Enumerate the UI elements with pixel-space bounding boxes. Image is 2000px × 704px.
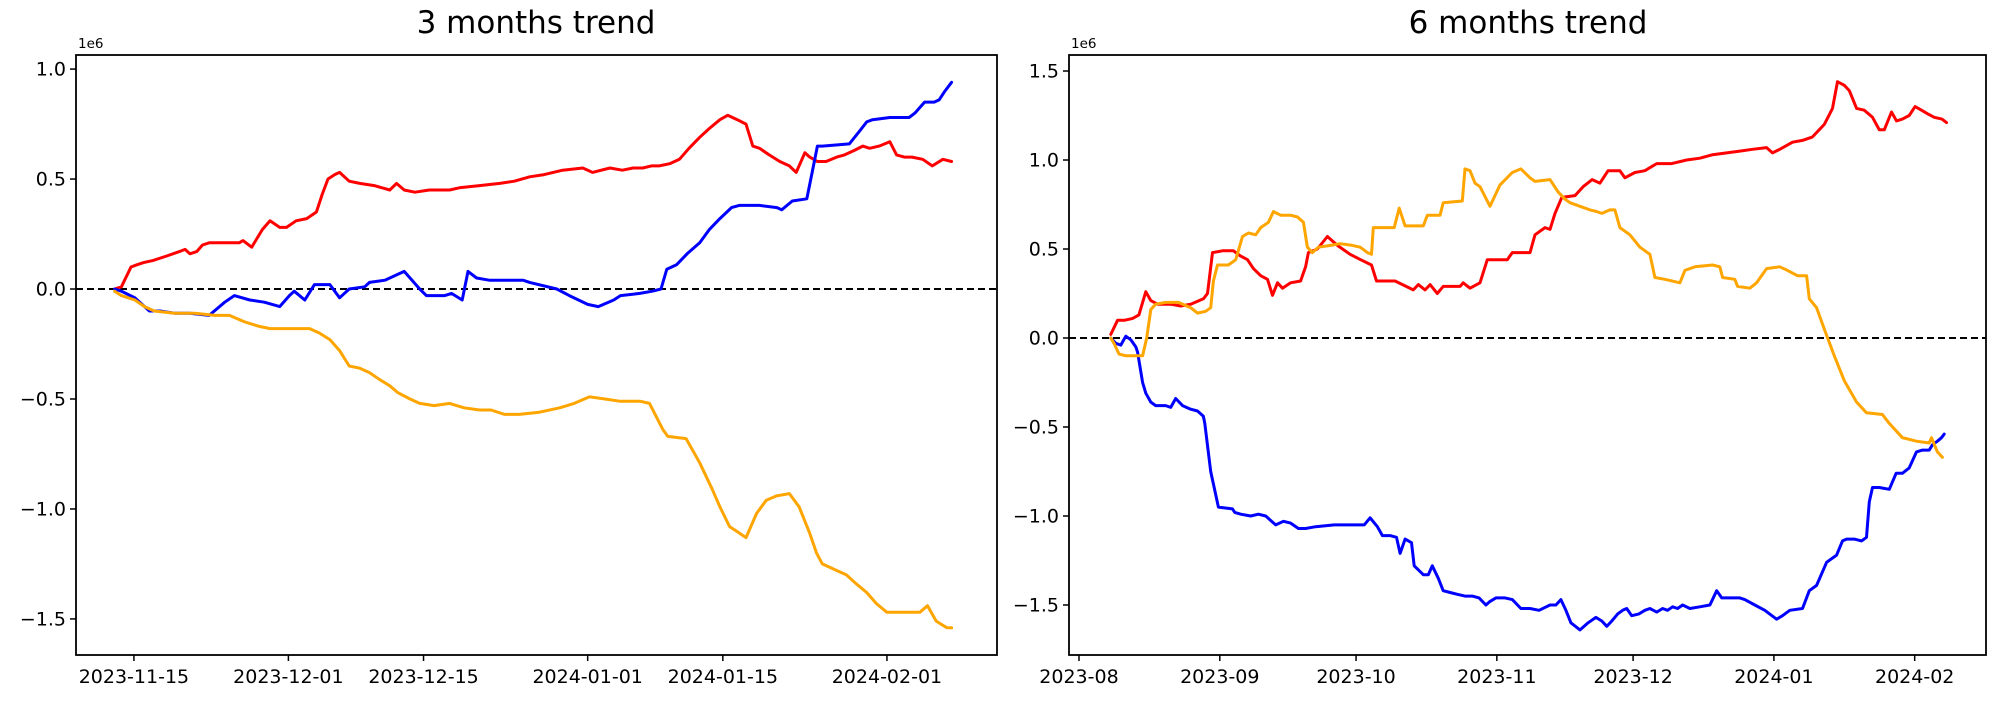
x-tick-label: 2023-08	[1039, 666, 1118, 688]
y-axis-offset-label: 1e6	[78, 36, 103, 52]
x-tick-label: 2024-01	[1734, 666, 1813, 688]
series-line-blue	[1109, 334, 1946, 632]
x-tick-label: 2023-12	[1593, 666, 1672, 688]
y-tick-label: −1.0	[20, 498, 66, 520]
x-tick-label: 2024-01-01	[532, 666, 642, 688]
chart-title-6-months: 6 months trend	[1408, 5, 1648, 41]
y-tick-label: −1.0	[1013, 505, 1059, 527]
y-tick-label: −0.5	[1013, 416, 1059, 438]
x-tick-label: 2024-02	[1875, 666, 1954, 688]
chart-3m: 2023-11-15 2023-12-01 2023-12-15 2024-01-01…	[20, 36, 998, 688]
chart-6m: 2023-08 2023-09 2023-10 2023-11 2023-12 2024-…	[1013, 36, 1987, 688]
chart-title-3-months: 3 months trend	[416, 5, 656, 41]
x-tick-label: 2024-01-15	[668, 666, 778, 688]
y-tick-label: 0.0	[1029, 328, 1059, 350]
y-tick-label: 1.0	[1029, 150, 1059, 172]
y-tick-label: 0.0	[36, 279, 66, 301]
x-tick-label: 2023-11	[1457, 666, 1536, 688]
series-line-red	[113, 113, 954, 291]
y-tick-label: 1.0	[36, 59, 66, 81]
series-line-orange	[1109, 167, 1944, 459]
axes-frame	[1068, 54, 1987, 656]
x-tick-label: 2023-10	[1316, 666, 1395, 688]
y-tick-label: 0.5	[1029, 239, 1059, 261]
plot-area	[76, 55, 997, 655]
series-line-red	[1109, 80, 1948, 336]
x-tick-label: 2023-12-01	[233, 666, 343, 688]
y-tick-label: 0.5	[36, 169, 66, 191]
y-axis-offset-label: 1e6	[1071, 36, 1096, 52]
x-tick-label: 2024-02-01	[832, 666, 942, 688]
y-tick-label: −1.5	[20, 608, 66, 630]
y-tick-label: −1.5	[1013, 594, 1059, 616]
y-tick-label: −0.5	[20, 388, 66, 410]
series-line-blue	[113, 80, 954, 317]
x-tick-label: 2023-12-15	[368, 666, 478, 688]
y-tick-label: 1.5	[1029, 61, 1059, 83]
plot-area	[1069, 55, 1986, 655]
x-tick-label: 2023-09	[1180, 666, 1259, 688]
x-tick-label: 2023-11-15	[79, 666, 189, 688]
series-line-orange	[113, 289, 954, 630]
axes-frame	[75, 54, 998, 656]
